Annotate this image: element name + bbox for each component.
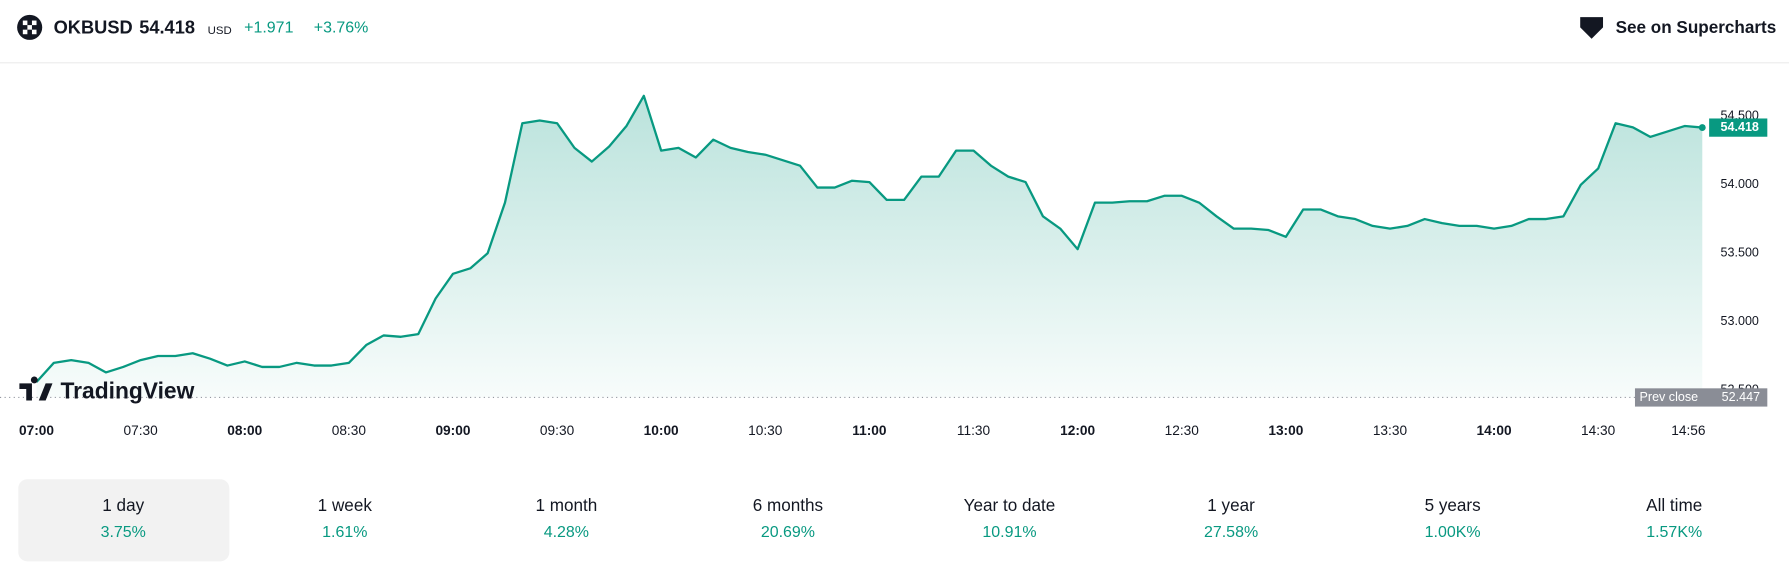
period-value[interactable]: 1.61% xyxy=(322,524,367,541)
x-tick-label: 08:00 xyxy=(227,423,262,438)
change: +1.971 xyxy=(244,20,293,37)
supercharts-button[interactable]: See on Supercharts xyxy=(1580,17,1776,39)
last-price-box xyxy=(1709,118,1768,137)
period-tab[interactable]: 5 years 1.00K% xyxy=(1425,496,1481,541)
period-value[interactable]: 10.91% xyxy=(982,524,1036,541)
selected-tab-bg xyxy=(18,479,230,562)
symbol: OKBUSD xyxy=(54,16,133,37)
x-tick-label: 07:00 xyxy=(19,423,54,438)
x-tick-label: 09:30 xyxy=(540,423,575,438)
last-price-label: 54.418 xyxy=(1721,120,1759,134)
x-tick-label: 10:00 xyxy=(644,423,679,438)
period-value[interactable]: 3.75% xyxy=(101,524,146,541)
period-tab[interactable]: 6 months 20.69% xyxy=(753,496,823,541)
period-label[interactable]: 1 year xyxy=(1207,496,1255,515)
prev-close-value: 52.447 xyxy=(1722,390,1760,404)
x-tick-label: 11:00 xyxy=(852,423,887,438)
watermark-logo xyxy=(19,376,53,401)
period-value[interactable]: 1.00K% xyxy=(1425,524,1481,541)
prev-close-label: Prev close xyxy=(1640,390,1699,404)
prev-close-box xyxy=(1634,388,1768,407)
watermark-text: TradingView xyxy=(60,378,194,404)
x-tick-label: 12:00 xyxy=(1060,423,1095,438)
period-tab[interactable]: Year to date 10.91% xyxy=(964,496,1056,541)
x-tick-label: 13:30 xyxy=(1373,423,1408,438)
area-fill xyxy=(36,95,1703,398)
x-tick-label: 09:00 xyxy=(435,423,470,438)
period-tab[interactable]: 1 year 27.58% xyxy=(1204,496,1258,541)
supercharts-label[interactable]: See on Supercharts xyxy=(1616,18,1777,37)
x-tick-label: 10:30 xyxy=(748,423,783,438)
x-tick-label: 07:30 xyxy=(123,423,158,438)
x-tick-label: 14:30 xyxy=(1581,423,1616,438)
change-percent: +3.76% xyxy=(314,20,369,37)
period-tab[interactable]: All time 1.57K% xyxy=(1646,496,1702,541)
x-tick-label: 14:00 xyxy=(1477,423,1512,438)
period-value[interactable]: 27.58% xyxy=(1204,524,1258,541)
price-line xyxy=(35,94,1703,383)
period-label[interactable]: 5 years xyxy=(1425,496,1481,515)
period-value[interactable]: 4.28% xyxy=(544,524,589,541)
x-tick-label: 12:30 xyxy=(1165,423,1200,438)
supercharts-icon xyxy=(1580,17,1604,39)
logo-marks xyxy=(22,20,37,35)
period-label[interactable]: 6 months xyxy=(753,496,823,515)
period-tabs: 1 day 3.75% 1 week 1.61% 1 month 4.28% 6 month… xyxy=(18,479,1702,562)
last-point xyxy=(1698,124,1706,132)
price: 54.418 xyxy=(139,16,195,37)
period-label[interactable]: Year to date xyxy=(964,496,1056,515)
period-label[interactable]: All time xyxy=(1646,496,1702,515)
period-tab[interactable]: 1 week 1.61% xyxy=(318,496,373,541)
period-value[interactable]: 20.69% xyxy=(761,524,815,541)
period-label[interactable]: 1 week xyxy=(318,496,373,515)
period-tab[interactable]: 1 month 4.28% xyxy=(535,496,597,541)
header: OKBUSD 54.418 USD +1.971 +3.76% See on S… xyxy=(0,14,1789,64)
x-tick-label: 13:00 xyxy=(1268,423,1303,438)
x-tick-label: 08:30 xyxy=(332,423,367,438)
period-value[interactable]: 1.57K% xyxy=(1646,524,1702,541)
y-tick-label: 53.500 xyxy=(1721,246,1759,260)
plot: 07:00 07:30 08:00 08:30 09:00 09:30 10:00 10:30… xyxy=(0,94,1768,438)
period-tab[interactable]: 1 day 3.75% xyxy=(18,479,230,562)
watermark: TradingView xyxy=(19,376,195,404)
period-label[interactable]: 1 day xyxy=(102,496,144,515)
x-tick-label: 14:56 xyxy=(1671,423,1706,438)
x-tick-label: 11:30 xyxy=(957,423,991,438)
y-tick-label: 53.000 xyxy=(1721,314,1759,328)
y-tick-label: 54.000 xyxy=(1721,177,1759,191)
currency: USD xyxy=(208,25,232,37)
period-label[interactable]: 1 month xyxy=(535,496,597,515)
